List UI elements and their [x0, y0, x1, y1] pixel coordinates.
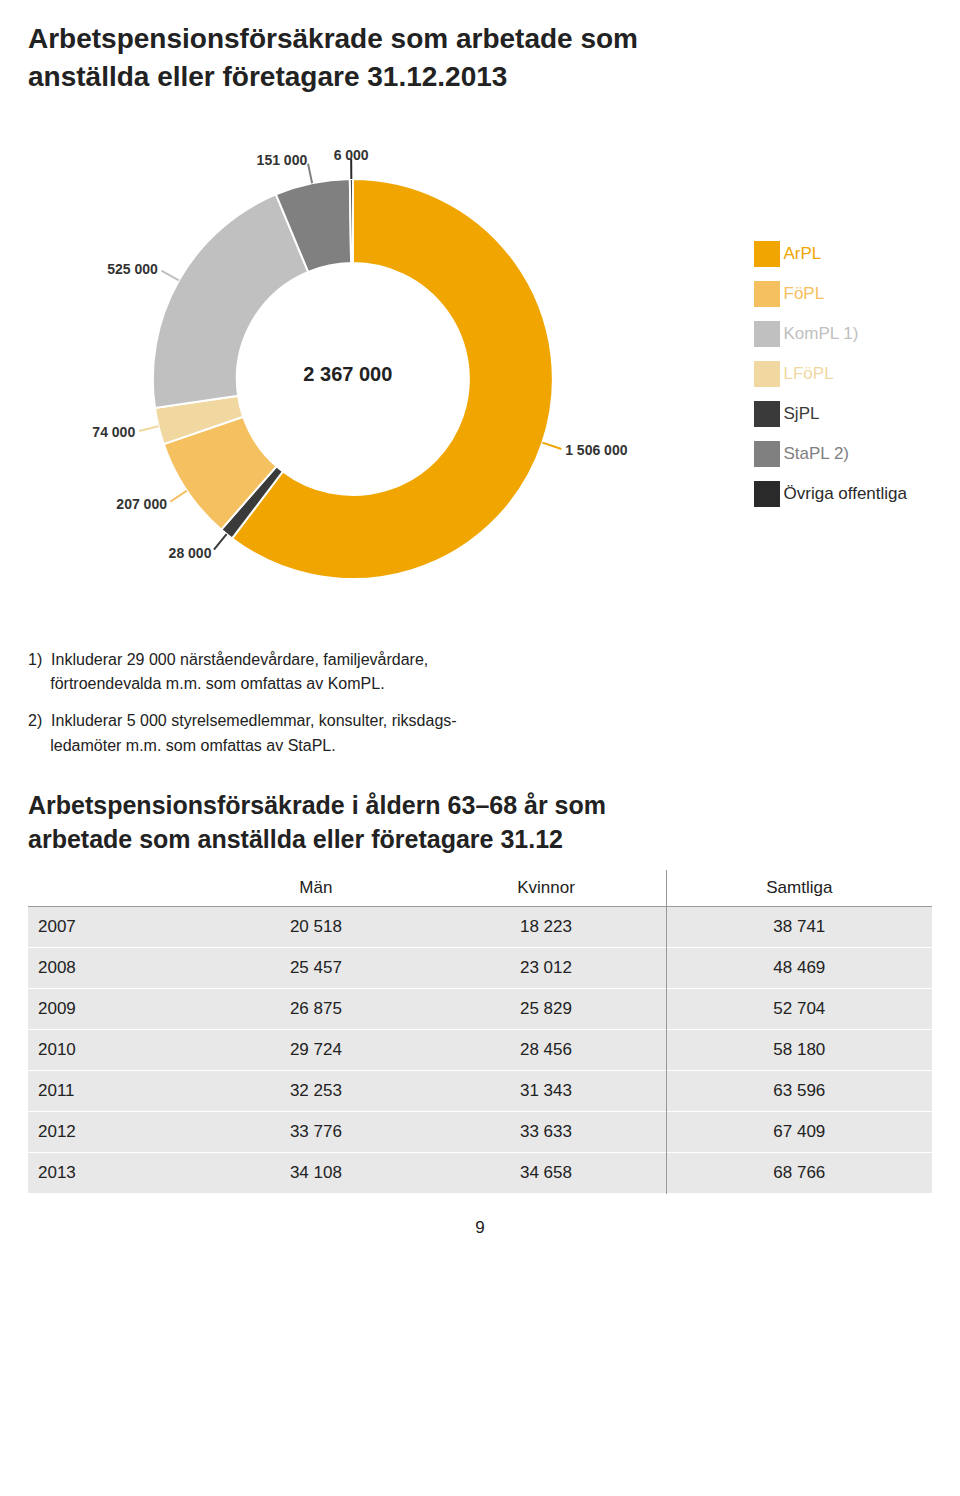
html-text:2 367 000: 2 367 000	[303, 362, 393, 385]
html-text:Arbetspensionsförsäkrade som a: Arbetspensionsförsäkrade som arbetade so…	[28, 23, 638, 54]
html-text:arbetade som anställda eller f: arbetade som anställda eller företagare …	[28, 824, 563, 853]
html-text:Samtliga: Samtliga	[766, 878, 833, 898]
html-text:28 456: 28 456	[520, 1040, 572, 1060]
html-text:FöPL: FöPL	[783, 283, 825, 303]
html-text:52 704: 52 704	[773, 999, 826, 1019]
html-text:33 776: 33 776	[289, 1122, 342, 1142]
html-text:KomPL 1): KomPL 1)	[783, 323, 859, 343]
html-text:25 829: 25 829	[520, 999, 572, 1019]
svg-text:6 000: 6 000	[334, 147, 369, 163]
html-text:26 875: 26 875	[289, 999, 342, 1019]
html-text:ledamöter m.m. som omfattas av: ledamöter m.m. som omfattas av StaPL.	[28, 737, 336, 754]
html-text:StaPL 2): StaPL 2)	[783, 443, 849, 463]
html-text:58 180: 58 180	[773, 1040, 826, 1060]
html-text:2008: 2008	[38, 958, 76, 978]
html-text:9: 9	[475, 1218, 485, 1238]
html-text:LFöPL: LFöPL	[783, 363, 834, 383]
html-text:63 596: 63 596	[773, 1081, 826, 1101]
html-text:38 741: 38 741	[773, 917, 826, 937]
html-text:48 469: 48 469	[773, 958, 826, 978]
html-text:förtroendevalda m.m. som omfat: förtroendevalda m.m. som omfattas av Kom…	[28, 675, 385, 693]
html-text:32 253: 32 253	[289, 1081, 342, 1101]
html-text:68 766: 68 766	[773, 1163, 826, 1183]
svg-text:207 000: 207 000	[116, 496, 167, 512]
html-text:Arbetspensionsförsäkrade i åld: Arbetspensionsförsäkrade i åldern 63–68 …	[28, 790, 606, 819]
html-text:2007: 2007	[38, 917, 76, 937]
html-text:ArPL: ArPL	[783, 243, 822, 263]
html-text:SjPL: SjPL	[783, 403, 820, 423]
html-text:31 343: 31 343	[520, 1081, 572, 1101]
html-text:1) Inkluderar 29 000 närståend: 1) Inkluderar 29 000 närståendevårdare, …	[28, 650, 429, 668]
html-text:33 633: 33 633	[520, 1122, 572, 1142]
html-text:20 518: 20 518	[289, 917, 342, 937]
html-text:25 457: 25 457	[289, 958, 342, 978]
html-text:29 724: 29 724	[289, 1040, 342, 1060]
html-text:2013: 2013	[38, 1163, 76, 1183]
html-text:anställda eller företagare 31.: anställda eller företagare 31.12.2013	[28, 60, 508, 92]
svg-text:525 000: 525 000	[107, 260, 158, 276]
svg-text:151 000: 151 000	[257, 151, 308, 167]
html-text:2010: 2010	[38, 1040, 76, 1060]
html-text:2012: 2012	[38, 1122, 76, 1142]
html-text:18 223: 18 223	[520, 917, 572, 937]
html-text:2011: 2011	[38, 1081, 75, 1101]
html-text:67 409: 67 409	[773, 1122, 826, 1142]
html-text:Övriga offentliga: Övriga offentliga	[783, 483, 907, 503]
html-text:2009: 2009	[38, 999, 76, 1019]
html-text:34 658: 34 658	[520, 1163, 572, 1183]
svg-text:74 000: 74 000	[92, 423, 135, 439]
html-text:34 108: 34 108	[289, 1163, 342, 1183]
html-text:Kvinnor: Kvinnor	[517, 878, 575, 898]
svg-text:28 000: 28 000	[169, 544, 212, 560]
html-text:23 012: 23 012	[520, 958, 572, 978]
html-text:Män: Män	[299, 878, 333, 898]
svg-text:1 506 000: 1 506 000	[565, 442, 627, 458]
html-text:2) Inkluderar 5 000 styrelseme: 2) Inkluderar 5 000 styrelsemedlemmar, k…	[28, 712, 457, 730]
